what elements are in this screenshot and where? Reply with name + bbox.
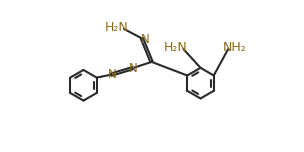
Text: NH₂: NH₂ [223, 41, 247, 54]
Text: N: N [107, 68, 116, 81]
Text: H₂N: H₂N [105, 21, 128, 34]
Text: N: N [129, 62, 137, 75]
Text: H₂N: H₂N [164, 41, 187, 54]
Text: N: N [141, 33, 150, 46]
